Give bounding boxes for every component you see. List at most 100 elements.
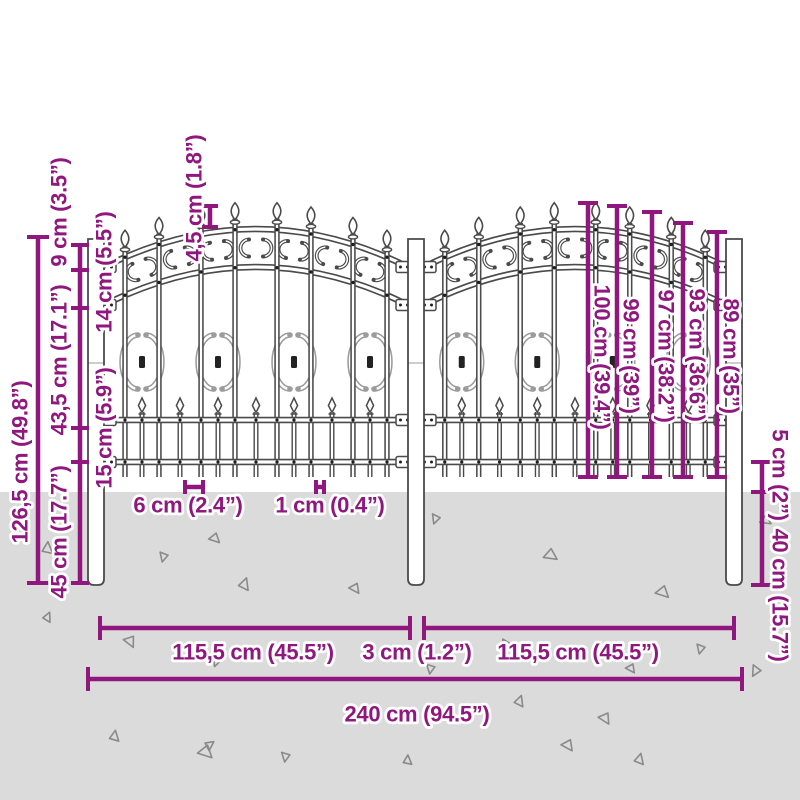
ground-triangle [402,754,413,766]
tall-picket [699,229,711,477]
spear-tip-label: 4,5 cm (1.8”) [182,135,207,262]
ground-triangle [159,551,169,563]
band-scroll [162,245,198,270]
spear-finial-icon [120,229,130,249]
spear-finial-icon [306,205,316,226]
ground-triangle [654,584,670,599]
spear-finial-icon [515,205,525,226]
ground-clearance-label: 5 cm (2”) [768,429,793,520]
lower-section-label: 15 cm (5.9”) [92,367,117,488]
spear-finial-icon [440,229,450,249]
tall-picket [347,216,359,477]
spear-finial-icon [154,216,164,236]
spear-finial-icon [570,396,580,415]
dimension-lines-bottom [86,616,744,691]
ground-triangle [280,751,291,763]
spear-finial-icon [591,201,601,221]
spear-finial-icon [348,216,358,236]
band-scroll [482,245,517,270]
tall-picket [590,201,602,477]
fence-panel-1 [99,201,413,477]
spear-finial-icon [474,216,484,236]
ground-triangle [122,635,135,649]
finial-section-label: 9 cm (3.5”) [47,157,72,266]
middle-section-label: 43,5 cm (17.1”) [47,285,72,436]
dimension-lines-right [578,201,727,479]
dimension-spear-tip [202,204,218,229]
fence-panel-2 [419,201,731,477]
center-gap-label: 3 cm (1.2”) [362,640,471,665]
spear-finial-icon [625,205,635,226]
ground-triangle [542,547,558,561]
ground-triangle [237,577,249,592]
right-panel-width-label: 115,5 cm (45.5”) [497,640,659,665]
picket-height-label-5: 89 cm (35”) [719,298,744,413]
post-depth-label: 40 cm (15.7”) [768,528,793,661]
underground-section-label: 45 cm (17.7”) [47,465,72,598]
band-scroll [314,245,350,270]
ground-triangle [212,654,223,668]
ground-triangle [204,740,215,752]
picket-height-label-3: 97 cm (38.2”) [654,289,679,422]
spear-finial-icon [251,396,261,415]
ground-triangle [696,643,706,655]
tall-picket [665,216,677,477]
spear-finial-icon [272,201,282,221]
spear-finial-icon [683,396,693,415]
spear-finial-icon [666,216,676,236]
spear-finial-icon [365,396,375,415]
ground-triangle [207,532,221,544]
left-panel-width-label: 115,5 cm (45.5”) [172,640,334,665]
spear-finial-icon [137,396,147,415]
band-scroll [238,237,274,259]
tall-picket [548,201,560,477]
tall-picket [305,205,317,477]
band-section-label: 14 cm (5.5”) [92,211,117,332]
butterfly-scroll [514,332,560,392]
tall-picket [119,229,131,477]
ground-triangle [597,712,610,725]
butterfly-scroll [347,332,393,392]
ground-triangle [633,752,645,766]
spear-finial-icon [495,396,504,415]
dimension-picket-details [183,480,326,494]
spear-finial-icon [382,229,392,249]
band-scroll [595,239,631,262]
ground-triangle [196,744,213,759]
tall-picket [229,201,241,477]
rivets [123,228,389,464]
spear-finial-icon [549,201,559,221]
spear-finial-icon [532,396,542,415]
ground-triangle [751,664,762,677]
picket-height-label-1: 100 cm (39.4”) [590,285,615,430]
ground-triangle [108,729,120,742]
fence-post-center [407,238,425,586]
tall-picket [439,229,451,477]
tall-picket [473,216,485,477]
spear-finial-icon [457,396,467,415]
ground-triangle [41,540,54,555]
ground-triangle [501,638,512,652]
butterfly-scroll [271,332,317,392]
ground-triangle [624,663,636,674]
arch-band [102,225,410,308]
fence-illustration [87,201,743,586]
spear-finial-icon [230,201,240,221]
picket-height-label-4: 93 cm (36.6”) [685,288,710,421]
tall-picket [624,205,636,477]
dimension-labels: 126,5 cm (49.8”) 9 cm (3.5”) 14 cm (5.5”… [5,132,796,729]
butterfly-scroll [195,332,241,392]
spear-finial-icon [327,396,337,415]
ground-triangle [41,611,51,624]
band-scroll [519,239,555,262]
tall-picket [153,216,165,477]
spear-finial-icon [289,396,299,415]
arch-band [422,225,728,308]
tall-picket [271,201,283,477]
fence-post-right [725,238,743,586]
band-scroll [557,237,593,259]
tall-picket [514,205,526,477]
picket-width-label: 1 cm (0.4”) [275,493,384,518]
